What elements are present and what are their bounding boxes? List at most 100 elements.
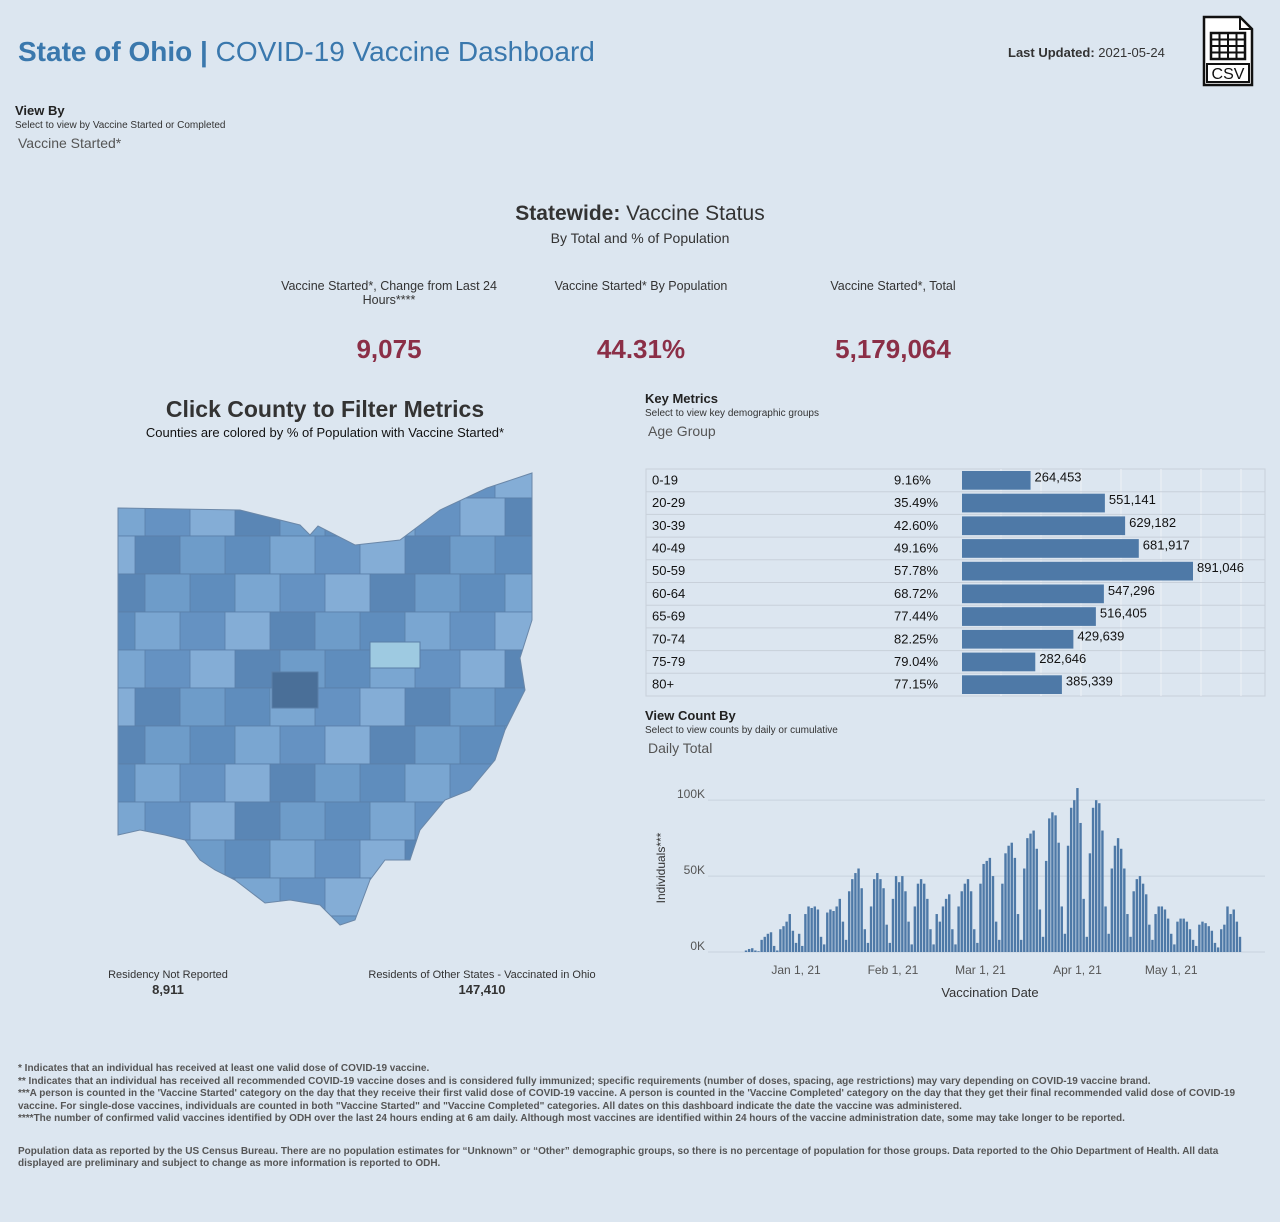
county[interactable] (369, 573, 417, 613)
county[interactable] (271, 671, 319, 709)
percent-label: 42.60% (894, 518, 939, 533)
bar (1229, 914, 1232, 952)
county[interactable] (189, 801, 237, 841)
bar (919, 879, 923, 952)
bar (1010, 842, 1013, 952)
bar (1104, 906, 1107, 952)
county[interactable] (144, 649, 192, 689)
value-label: 429,639 (1077, 628, 1124, 643)
county[interactable] (324, 801, 372, 841)
county[interactable] (369, 725, 417, 765)
county[interactable] (404, 535, 452, 575)
bar (1160, 906, 1164, 952)
bar (963, 883, 967, 952)
bar (1166, 918, 1170, 952)
bar (1119, 848, 1123, 952)
bar (754, 950, 757, 952)
bar (1204, 923, 1207, 952)
county[interactable] (494, 535, 541, 575)
bar (891, 898, 895, 952)
bar (851, 879, 854, 952)
county[interactable] (179, 535, 227, 575)
county[interactable] (314, 763, 362, 803)
csv-download[interactable]: CSV (1202, 15, 1254, 87)
county[interactable] (459, 573, 507, 613)
key-metrics-label: Key Metrics (645, 391, 718, 406)
county[interactable] (269, 763, 317, 803)
bar (1135, 879, 1139, 952)
x-tick-label: Apr 1, 21 (1053, 963, 1102, 977)
bar (962, 561, 1193, 581)
footnote: * Indicates that an individual has recei… (18, 1063, 430, 1074)
bar (1060, 906, 1063, 952)
bar (926, 898, 929, 952)
county[interactable] (224, 839, 272, 879)
statewide-rest: Vaccine Status (626, 202, 765, 225)
bar (879, 879, 882, 952)
bar (1066, 845, 1070, 952)
bar (1195, 945, 1198, 952)
last-updated: Last Updated: 2021-05-24 (1008, 45, 1165, 60)
percent-label: 82.25% (894, 631, 939, 646)
bar (962, 607, 1096, 626)
key-metrics-hint: Select to view key demographic groups (645, 408, 819, 419)
county[interactable] (179, 763, 227, 803)
county[interactable] (224, 763, 272, 803)
updated-label: Last Updated: (1008, 45, 1095, 60)
county[interactable] (314, 915, 362, 940)
county[interactable] (269, 839, 317, 879)
county[interactable] (504, 497, 550, 537)
bar (969, 891, 973, 952)
key-metrics-select[interactable]: Age Group (648, 423, 716, 439)
county[interactable] (224, 611, 272, 651)
county[interactable] (359, 763, 407, 803)
county[interactable] (279, 801, 327, 841)
bar (1216, 947, 1220, 952)
county[interactable] (134, 535, 182, 575)
county[interactable] (314, 611, 362, 651)
county[interactable] (234, 801, 282, 841)
county[interactable] (504, 573, 550, 613)
view-count-select[interactable]: Daily Total (648, 740, 713, 756)
bar (1157, 906, 1160, 952)
county[interactable] (224, 535, 272, 575)
bar (913, 906, 917, 952)
note-label: Residency Not Reported (108, 969, 228, 981)
county[interactable] (134, 611, 182, 651)
age-label: 20-29 (652, 495, 685, 510)
bar (1220, 929, 1223, 952)
county[interactable] (414, 649, 462, 689)
county[interactable] (459, 649, 507, 689)
statewide-title: Statewide: Vaccine Status (515, 202, 764, 226)
bar (829, 909, 832, 952)
county[interactable] (224, 687, 272, 727)
county[interactable] (369, 641, 421, 669)
x-tick-label: May 1, 21 (1145, 963, 1198, 977)
bar (1001, 883, 1004, 952)
county[interactable] (324, 649, 372, 689)
bar (841, 921, 845, 952)
county[interactable] (234, 725, 282, 765)
county-map[interactable] (100, 460, 550, 940)
percent-label: 35.49% (894, 495, 939, 510)
county[interactable] (144, 725, 192, 765)
bar (910, 944, 913, 952)
county[interactable] (314, 839, 362, 879)
county[interactable] (404, 687, 452, 727)
county[interactable] (269, 611, 317, 651)
view-by-select[interactable]: Vaccine Started* (18, 135, 122, 151)
value-label: 385,339 (1066, 674, 1113, 689)
county[interactable] (449, 687, 497, 727)
county[interactable] (414, 573, 462, 613)
bar (1048, 818, 1051, 952)
view-count-hint: Select to view counts by daily or cumula… (645, 725, 838, 736)
county[interactable] (134, 763, 182, 803)
county[interactable] (404, 763, 452, 803)
county[interactable] (100, 725, 147, 765)
county[interactable] (414, 725, 462, 765)
bar (982, 863, 985, 952)
bar (838, 898, 841, 952)
bar (1138, 876, 1142, 952)
bar (807, 906, 810, 952)
age-label: 30-39 (652, 518, 685, 533)
